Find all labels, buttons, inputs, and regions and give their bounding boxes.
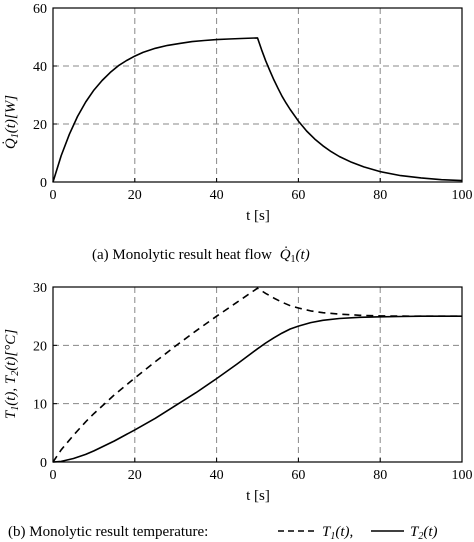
svg-text:T1(t), T2(t)[°C]: T1(t), T2(t)[°C] xyxy=(3,329,21,419)
chart-b-x-tick-40: 40 xyxy=(210,468,224,483)
chart-b-y-tick-30: 30 xyxy=(33,281,47,296)
chart-a-y-tick-60: 60 xyxy=(33,2,47,17)
chart-a-y-tick-40: 40 xyxy=(33,60,47,75)
chart-b-y-axis-label: T1(t), T2(t)[°C] xyxy=(3,329,21,419)
chart-b-series-line-t2t xyxy=(52,315,462,463)
legend-label-t1: T1(t), xyxy=(322,524,353,542)
chart-a-x-tick-40: 40 xyxy=(210,188,224,203)
chart-b-series xyxy=(52,287,462,463)
chart-a-y-tick-0: 0 xyxy=(40,176,47,191)
chart-b-frame xyxy=(52,286,463,463)
chart-a-frame xyxy=(52,7,463,183)
chart-a-caption: (a) Monolytic result heat flow Q̇1(t) xyxy=(92,247,310,265)
chart-b-ticks: 0 20 40 60 80 100 0 10 20 30 xyxy=(33,281,473,483)
chart-b-x-tick-80: 80 xyxy=(373,468,387,483)
chart-a-grid xyxy=(53,8,462,182)
chart-a-x-tick-0: 0 xyxy=(50,188,57,203)
chart-a-y-axis-label: Q̇1(t)[W] xyxy=(3,95,21,149)
chart-b-x-tick-20: 20 xyxy=(128,468,142,483)
chart-a-y-tick-20: 20 xyxy=(33,118,47,133)
chart-b-y-tick-10: 10 xyxy=(33,398,47,413)
chart-a-x-axis-label: t [s] xyxy=(246,208,270,224)
chart-a-x-tick-80: 80 xyxy=(373,188,387,203)
chart-b-caption-text: (b) Monolytic result temperature: xyxy=(8,524,208,540)
chart-b-x-tick-0: 0 xyxy=(50,468,57,483)
chart-temperature: 0 20 40 60 80 100 0 10 20 30 t [s] T1(t), T2(t)[°… xyxy=(3,281,473,542)
chart-a-series-line-0 xyxy=(52,37,463,183)
chart-b-series-line-t1t xyxy=(52,287,462,463)
chart-a-series xyxy=(52,37,463,183)
chart-b-y-tick-0: 0 xyxy=(40,456,47,471)
chart-a-x-tick-20: 20 xyxy=(128,188,142,203)
svg-text:Q̇1(t)[W]: Q̇1(t)[W] xyxy=(3,95,21,149)
chart-b-x-tick-100: 100 xyxy=(452,468,473,483)
chart-b-caption: (b) Monolytic result temperature: T1(t),… xyxy=(8,524,438,542)
chart-a-x-tick-100: 100 xyxy=(452,188,473,203)
chart-b-x-axis-label: t [s] xyxy=(246,488,270,504)
chart-b-x-tick-60: 60 xyxy=(291,468,305,483)
chart-a-ticks: 0 20 40 60 80 100 0 20 40 60 xyxy=(33,2,473,203)
chart-b-grid xyxy=(53,287,462,462)
chart-heat-flow: 0 20 40 60 80 100 0 20 40 60 t [s] Q̇1(t)[W] (a) … xyxy=(3,2,473,265)
chart-b-y-tick-20: 20 xyxy=(33,339,47,354)
legend-label-t2: T2(t) xyxy=(410,524,438,542)
chart-a-x-tick-60: 60 xyxy=(291,188,305,203)
